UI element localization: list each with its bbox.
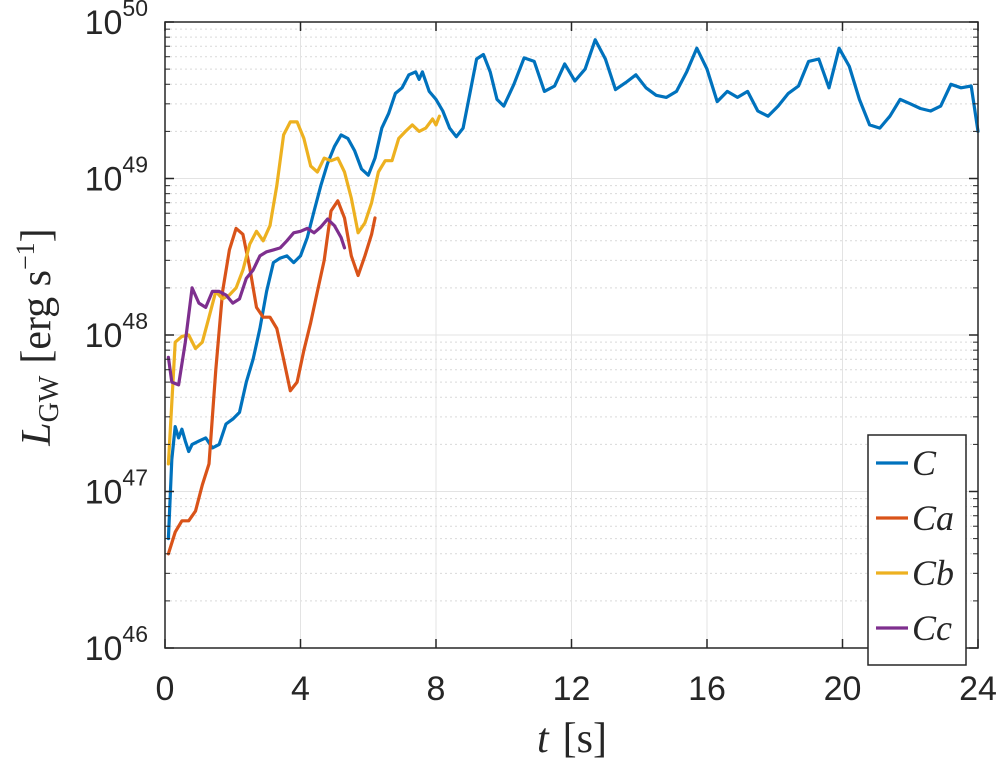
y-tick-labels: 1050 1049 1048 1047 1046: [85, 0, 148, 668]
series-line-c: [166, 38, 980, 541]
legend-label-cb: Cb: [912, 553, 954, 593]
x-tick-label: 24: [959, 670, 997, 708]
ticks: [164, 21, 979, 649]
series-line-cb: [166, 114, 441, 466]
x-tick-labels: 0 4 8 12 16 20 24: [156, 670, 997, 708]
x-tick-label: 8: [427, 670, 446, 708]
legend-label-cc: Cc: [912, 608, 952, 648]
series-line-cc: [166, 217, 347, 387]
x-tick-label: 12: [553, 670, 591, 708]
y-tick-label: 1050: [85, 0, 148, 42]
grid: [164, 21, 979, 649]
series-line-ca: [166, 199, 377, 556]
y-axis-label: LGW[erg s−1]: [11, 228, 65, 446]
plot-area: [166, 38, 980, 556]
y-tick-label: 1047: [85, 465, 148, 512]
x-axis-label: t [s]: [537, 716, 607, 762]
legend-label-c: C: [912, 443, 937, 483]
y-tick-label: 1048: [85, 308, 148, 355]
y-tick-label: 1046: [85, 621, 148, 668]
legend: C Ca Cb Cc: [867, 434, 967, 666]
y-tick-label: 1049: [85, 152, 148, 199]
x-tick-label: 4: [291, 670, 310, 708]
x-tick-label: 16: [688, 670, 726, 708]
x-tick-label: 0: [156, 670, 175, 708]
x-tick-label: 20: [824, 670, 862, 708]
legend-label-ca: Ca: [912, 498, 954, 538]
